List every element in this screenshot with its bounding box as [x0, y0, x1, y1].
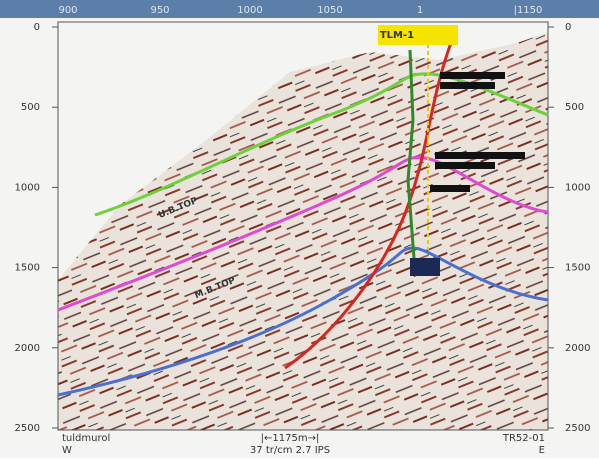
- display-params: 37 tr/cm 2.7 IPS: [250, 445, 330, 456]
- plot-border: [57, 21, 549, 431]
- well-log: [406, 49, 416, 259]
- right-tick-label: 500: [565, 102, 584, 113]
- left-tick-label: 1500: [15, 263, 40, 274]
- scale-bar: |←1175m→|: [261, 433, 320, 444]
- well-td: [410, 258, 440, 276]
- right-tick-label: 1500: [565, 263, 590, 274]
- header-bar: [0, 0, 599, 18]
- top-tick-label: 1: [417, 5, 423, 16]
- well-label-box: [378, 25, 458, 45]
- top-tick-label: 1050: [317, 5, 342, 16]
- top-tick-label: 900: [58, 5, 77, 16]
- left-tick-label: 0: [34, 22, 40, 33]
- survey-name: TR52-01: [502, 433, 545, 444]
- west-label: W: [62, 445, 72, 456]
- left-tick-label: 1000: [15, 182, 40, 193]
- east-label: E: [539, 445, 545, 456]
- well-label: TLM-1: [380, 30, 414, 41]
- formation-tags: [430, 72, 525, 192]
- seismic-data: [58, 32, 548, 430]
- top-tick-label: 950: [150, 5, 169, 16]
- line-name: tuldmurol: [62, 433, 110, 444]
- right-tick-label: 0: [565, 22, 571, 33]
- right-tick-label: 2000: [565, 343, 590, 354]
- horizon-mb: [57, 156, 549, 312]
- top-tick-label: 1000: [237, 5, 262, 16]
- right-tick-label: 2500: [565, 423, 590, 434]
- left-tick-label: 500: [21, 102, 40, 113]
- left-tick-label: 2000: [15, 343, 40, 354]
- top-tick-label: |1150: [514, 5, 543, 16]
- right-tick-label: 1000: [565, 182, 590, 193]
- left-tick-label: 2500: [15, 423, 40, 434]
- horizon-deep: [57, 246, 549, 397]
